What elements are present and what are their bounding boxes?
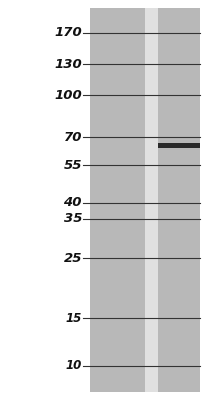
Bar bbox=[145, 8, 158, 392]
Text: 40: 40 bbox=[63, 196, 82, 209]
Bar bbox=[158, 8, 200, 392]
Text: 10: 10 bbox=[66, 359, 82, 372]
Text: 130: 130 bbox=[54, 58, 82, 71]
Text: 25: 25 bbox=[63, 252, 82, 264]
Bar bbox=[158, 143, 200, 148]
Bar bbox=[90, 8, 145, 392]
Text: 15: 15 bbox=[66, 312, 82, 325]
Text: 170: 170 bbox=[54, 26, 82, 39]
Text: 55: 55 bbox=[63, 159, 82, 172]
Text: 100: 100 bbox=[54, 89, 82, 102]
Text: 70: 70 bbox=[63, 131, 82, 144]
Text: 35: 35 bbox=[63, 212, 82, 225]
